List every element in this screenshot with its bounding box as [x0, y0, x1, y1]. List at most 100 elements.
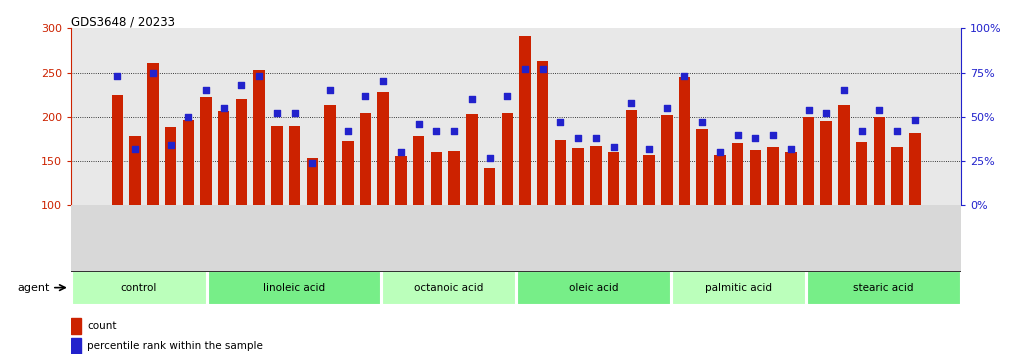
Point [729, 132, 745, 137]
Bar [71, 338, 81, 354]
Point [659, 105, 675, 111]
Bar [72, 272, 205, 304]
Point [393, 149, 409, 155]
Bar [413, 136, 424, 294]
Bar [625, 110, 637, 294]
Bar [768, 147, 779, 294]
Bar [554, 140, 566, 294]
Bar [874, 117, 885, 294]
Bar [517, 272, 670, 304]
Text: control: control [121, 282, 157, 293]
Bar [520, 36, 531, 294]
Text: octanoic acid: octanoic acid [414, 282, 483, 293]
Bar [714, 155, 726, 294]
Bar [750, 149, 761, 294]
Bar [661, 115, 672, 294]
Bar [207, 272, 379, 304]
Text: linoleic acid: linoleic acid [262, 282, 324, 293]
Point [765, 132, 781, 137]
Bar [672, 272, 805, 304]
Bar [112, 95, 123, 294]
Point [163, 142, 179, 148]
Point [481, 155, 497, 160]
Point [641, 146, 657, 152]
Bar [342, 141, 354, 294]
Point [109, 73, 125, 79]
Bar [802, 117, 815, 294]
Point [694, 119, 710, 125]
Text: stearic acid: stearic acid [853, 282, 914, 293]
Bar [484, 168, 495, 294]
Point [853, 128, 870, 134]
Bar [678, 77, 691, 294]
Point [907, 118, 923, 123]
Point [570, 135, 586, 141]
Bar [129, 136, 141, 294]
Bar [272, 126, 283, 294]
Point [464, 96, 480, 102]
Point [588, 135, 604, 141]
Bar [909, 133, 920, 294]
Point [198, 87, 215, 93]
Bar [200, 97, 212, 294]
Bar [537, 61, 548, 294]
Point [428, 128, 444, 134]
Text: agent: agent [18, 282, 50, 293]
Bar [71, 318, 81, 334]
Point [552, 119, 569, 125]
Text: count: count [87, 321, 117, 331]
Bar [324, 105, 336, 294]
Bar [360, 113, 371, 294]
Bar [182, 120, 194, 294]
Point [800, 107, 817, 113]
Bar [165, 127, 176, 294]
Bar [608, 152, 619, 294]
Point [836, 87, 852, 93]
Point [322, 87, 339, 93]
Point [268, 110, 285, 116]
Point [144, 70, 161, 75]
Bar [306, 159, 318, 294]
Point [818, 110, 834, 116]
Bar [289, 126, 300, 294]
Bar [573, 148, 584, 294]
Bar [697, 129, 708, 294]
Point [357, 93, 373, 98]
Point [287, 110, 303, 116]
Point [446, 128, 463, 134]
Bar [253, 70, 264, 294]
Point [304, 160, 320, 166]
Bar [807, 272, 960, 304]
Bar [838, 105, 850, 294]
Point [712, 149, 728, 155]
Bar [732, 143, 743, 294]
Point [499, 93, 516, 98]
Text: oleic acid: oleic acid [569, 282, 618, 293]
Bar [396, 156, 407, 294]
Point [216, 105, 232, 111]
Bar [501, 113, 513, 294]
Bar [448, 152, 460, 294]
Bar [590, 146, 602, 294]
Bar [891, 147, 903, 294]
Bar [856, 143, 868, 294]
Bar [147, 63, 159, 294]
Point [783, 146, 799, 152]
Bar [218, 110, 230, 294]
Text: GDS3648 / 20233: GDS3648 / 20233 [71, 15, 175, 28]
Point [375, 79, 392, 84]
Point [340, 128, 356, 134]
Bar [644, 155, 655, 294]
Point [605, 144, 621, 150]
Bar [236, 99, 247, 294]
Bar [466, 114, 478, 294]
Point [180, 114, 196, 120]
Bar [430, 152, 442, 294]
Bar [381, 272, 516, 304]
Point [676, 73, 693, 79]
Point [872, 107, 888, 113]
Point [535, 66, 551, 72]
Bar [821, 121, 832, 294]
Point [233, 82, 249, 88]
Text: palmitic acid: palmitic acid [705, 282, 772, 293]
